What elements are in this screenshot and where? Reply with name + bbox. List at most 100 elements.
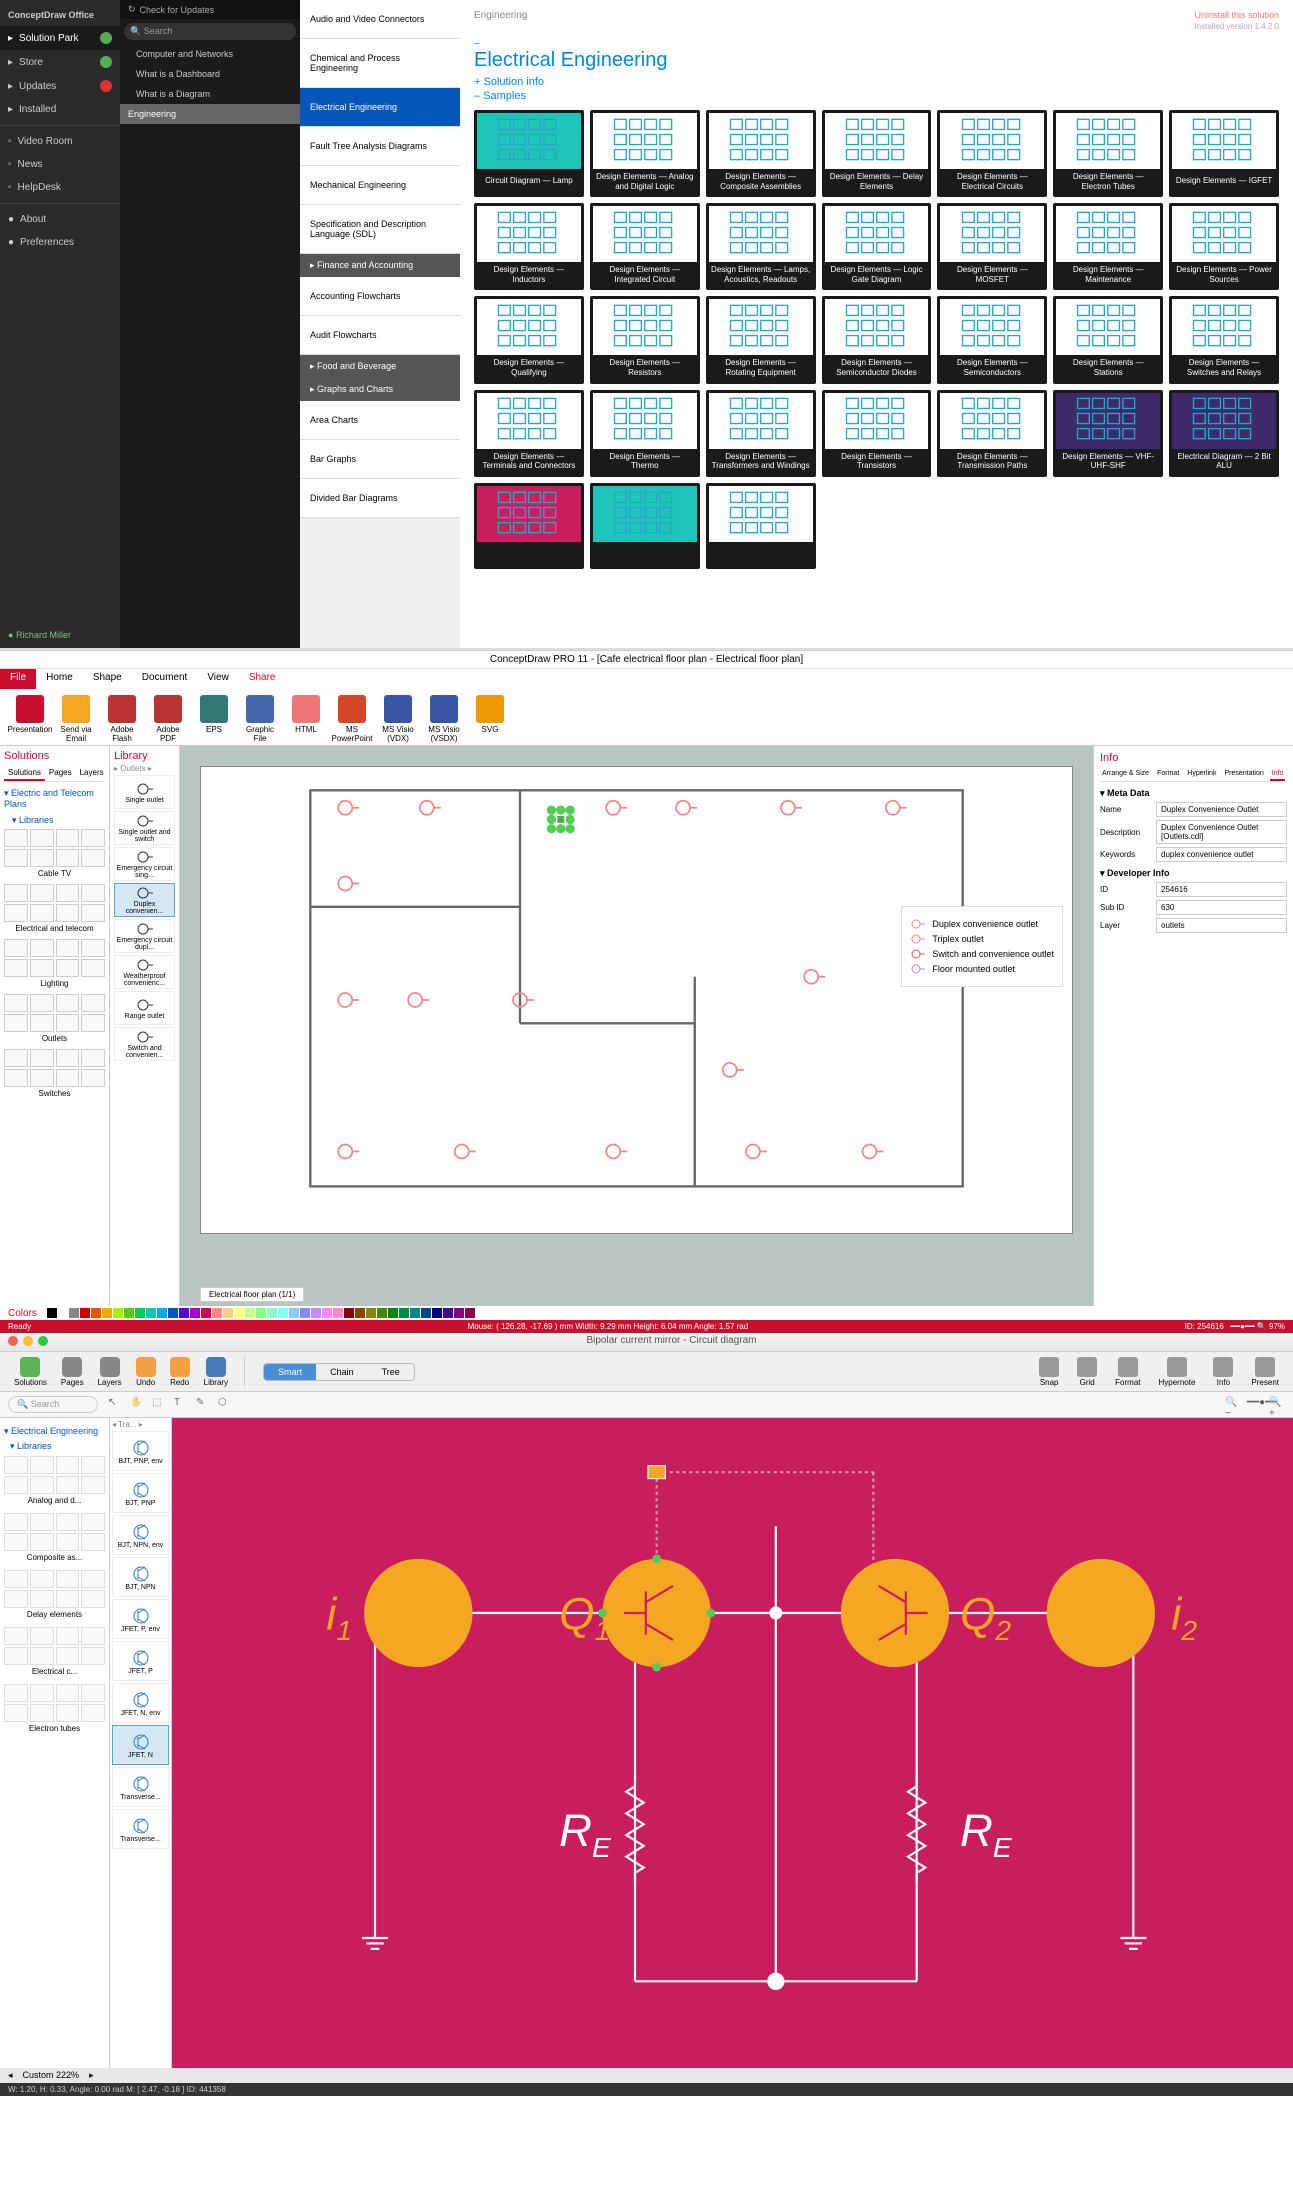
color-swatch[interactable] (333, 1308, 343, 1318)
color-swatch[interactable] (135, 1308, 145, 1318)
toolbar-button[interactable]: Library (198, 1355, 234, 1389)
sample-card[interactable]: Design Elements — Transformers and Windi… (706, 390, 816, 477)
toolbar-button[interactable]: Pages (55, 1355, 90, 1389)
sample-card[interactable]: Electrical Diagram — 2 Bit ALU (1169, 390, 1279, 477)
library-symbol[interactable]: Switch and convenien... (114, 1027, 175, 1061)
shape-group[interactable] (4, 1049, 105, 1087)
library-symbol[interactable]: JFET, P (112, 1641, 169, 1681)
search-input[interactable]: 🔍 Search (124, 23, 296, 40)
library-symbol[interactable]: Duplex convenien... (114, 883, 175, 917)
list-item[interactable]: ▸ Graphs and Charts (300, 378, 460, 401)
color-swatch[interactable] (432, 1308, 442, 1318)
library-symbol[interactable]: Single outlet and switch (114, 811, 175, 845)
color-swatch[interactable] (410, 1308, 420, 1318)
nav-item[interactable]: ●About (0, 208, 120, 231)
sample-card[interactable]: Design Elements — Switches and Relays (1169, 296, 1279, 383)
sample-card[interactable]: Design Elements — Transistors (822, 390, 932, 477)
color-swatch[interactable] (80, 1308, 90, 1318)
ribbon-tool[interactable]: MS PowerPoint (330, 693, 374, 745)
ribbon-tool[interactable]: SVG (468, 693, 512, 736)
color-swatch[interactable] (179, 1308, 189, 1318)
ribbon-tool[interactable]: MS Visio (VDX) (376, 693, 420, 745)
color-swatch[interactable] (47, 1308, 57, 1318)
sample-card[interactable] (474, 483, 584, 569)
color-swatch[interactable] (190, 1308, 200, 1318)
sample-card[interactable]: Design Elements — Logic Gate Diagram (822, 203, 932, 290)
nav-item[interactable]: ▫News (0, 153, 120, 176)
color-swatch[interactable] (212, 1308, 222, 1318)
shape-group[interactable] (4, 939, 105, 977)
library-symbol[interactable]: Transverse... (112, 1809, 169, 1849)
shape-group[interactable] (4, 1627, 105, 1665)
sample-card[interactable]: Design Elements — Terminals and Connecto… (474, 390, 584, 477)
ribbon-tab[interactable]: Shape (83, 669, 132, 689)
mode-segment[interactable]: SmartChainTree (263, 1363, 415, 1381)
color-swatch[interactable] (124, 1308, 134, 1318)
color-swatch[interactable] (267, 1308, 277, 1318)
color-swatch[interactable] (278, 1308, 288, 1318)
library-symbol[interactable]: Transverse... (112, 1767, 169, 1807)
ribbon-tool[interactable]: Presentation (8, 693, 52, 736)
library-symbol[interactable]: Emergency circuit dupl... (114, 919, 175, 953)
library-symbol[interactable]: JFET, N (112, 1725, 169, 1765)
list-item[interactable]: Chemical and Process Engineering (300, 39, 460, 88)
color-swatch[interactable] (234, 1308, 244, 1318)
sample-card[interactable]: Design Elements — Thermo (590, 390, 700, 477)
color-swatch[interactable] (69, 1308, 79, 1318)
list-item[interactable]: Fault Tree Analysis Diagrams (300, 127, 460, 166)
shape-group[interactable] (4, 1513, 105, 1551)
color-swatch[interactable] (421, 1308, 431, 1318)
sample-card[interactable]: Design Elements — MOSFET (937, 203, 1047, 290)
color-swatch[interactable] (58, 1308, 68, 1318)
sample-card[interactable]: Design Elements — Semiconductor Diodes (822, 296, 932, 383)
nav-item[interactable]: ▸Updates (0, 74, 120, 98)
color-swatch[interactable] (399, 1308, 409, 1318)
sample-card[interactable]: Design Elements — Inductors (474, 203, 584, 290)
list-item[interactable]: Bar Graphs (300, 440, 460, 479)
ribbon-tool[interactable]: Adobe Flash (100, 693, 144, 745)
library-symbol[interactable]: BJT, NPN, env (112, 1515, 169, 1555)
sample-card[interactable]: Design Elements — Rotating Equipment (706, 296, 816, 383)
sample-card[interactable]: Design Elements — Semiconductors (937, 296, 1047, 383)
tool-icons[interactable]: ↖✋⬚T✎⬡ (108, 1397, 234, 1413)
tree-node[interactable]: What is a Dashboard (120, 64, 300, 84)
ribbon-tool[interactable]: Adobe PDF (146, 693, 190, 745)
list-item[interactable]: Specification and Description Language (… (300, 205, 460, 254)
color-swatch[interactable] (388, 1308, 398, 1318)
uninstall-link[interactable]: Uninstall this solution (1194, 10, 1279, 20)
library-symbol[interactable]: BJT, NPN (112, 1557, 169, 1597)
sample-card[interactable]: Design Elements — Power Sources (1169, 203, 1279, 290)
library-symbol[interactable]: BJT, PNP, env (112, 1431, 169, 1471)
window-dot[interactable] (38, 1336, 48, 1346)
toolbar-button[interactable]: Present (1245, 1355, 1285, 1389)
color-swatch[interactable] (465, 1308, 475, 1318)
page-tab[interactable]: Electrical floor plan (1/1) (200, 1287, 304, 1302)
sample-card[interactable]: Design Elements — Qualifying (474, 296, 584, 383)
sample-card[interactable]: Design Elements — VHF-UHF-SHF (1053, 390, 1163, 477)
expand-info[interactable]: + Solution info (474, 76, 1279, 88)
color-swatch[interactable] (146, 1308, 156, 1318)
toolbar-button[interactable]: Info (1207, 1355, 1239, 1389)
color-swatch[interactable] (454, 1308, 464, 1318)
color-swatch[interactable] (366, 1308, 376, 1318)
tree-node[interactable]: Engineering (120, 104, 300, 124)
nav-item[interactable]: ●Preferences (0, 231, 120, 254)
color-swatch[interactable] (201, 1308, 211, 1318)
sample-card[interactable]: Design Elements — Analog and Digital Log… (590, 110, 700, 197)
list-item[interactable]: Area Charts (300, 401, 460, 440)
toolbar-button[interactable]: Layers (92, 1355, 128, 1389)
search-input[interactable]: 🔍 Search (8, 1396, 98, 1413)
sample-card[interactable]: Design Elements — Delay Elements (822, 110, 932, 197)
list-item[interactable]: Divided Bar Diagrams (300, 479, 460, 518)
color-swatch[interactable] (245, 1308, 255, 1318)
ribbon-tab[interactable]: View (197, 669, 239, 689)
sample-card[interactable]: Design Elements — Integrated Circuit (590, 203, 700, 290)
ribbon-tool[interactable]: Send via Email (54, 693, 98, 745)
shape-group[interactable] (4, 1684, 105, 1722)
sample-card[interactable]: Design Elements — Maintenance (1053, 203, 1163, 290)
sample-card[interactable]: Design Elements — Resistors (590, 296, 700, 383)
sample-card[interactable]: Circuit Diagram — Lamp (474, 110, 584, 197)
color-swatch[interactable] (113, 1308, 123, 1318)
shape-group[interactable] (4, 1570, 105, 1608)
window-controls[interactable] (8, 1336, 48, 1346)
